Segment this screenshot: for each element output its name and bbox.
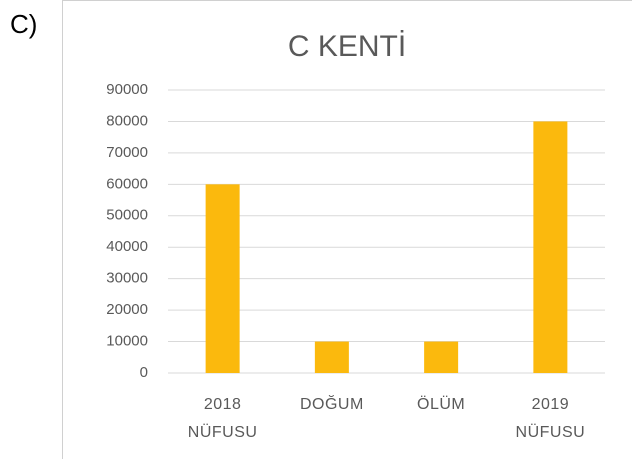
y-tick-label: 60000 [106, 175, 148, 192]
x-tick-label: DOĞUM [299, 396, 364, 413]
y-tick-label: 90000 [106, 81, 148, 98]
bar [314, 341, 349, 373]
y-tick-label: 50000 [106, 207, 148, 224]
y-tick-label: 80000 [106, 112, 148, 129]
y-tick-label: 20000 [106, 301, 148, 318]
option-label: C) [10, 9, 37, 39]
bar [205, 184, 240, 373]
x-tick-label: 2018 NÜFUSU [187, 396, 258, 441]
y-tick-label: 10000 [106, 333, 148, 350]
y-tick-label: 30000 [106, 270, 148, 287]
bar [424, 341, 459, 373]
bar [533, 121, 568, 373]
chart-title: C KENTİ [288, 30, 406, 63]
x-tick-label: 2019 NÜFUSU [515, 396, 586, 441]
y-tick-label: 0 [140, 364, 148, 381]
y-tick-label: 40000 [106, 238, 148, 255]
y-tick-label: 70000 [106, 144, 148, 161]
x-tick-label: ÖLÜM [417, 396, 466, 413]
